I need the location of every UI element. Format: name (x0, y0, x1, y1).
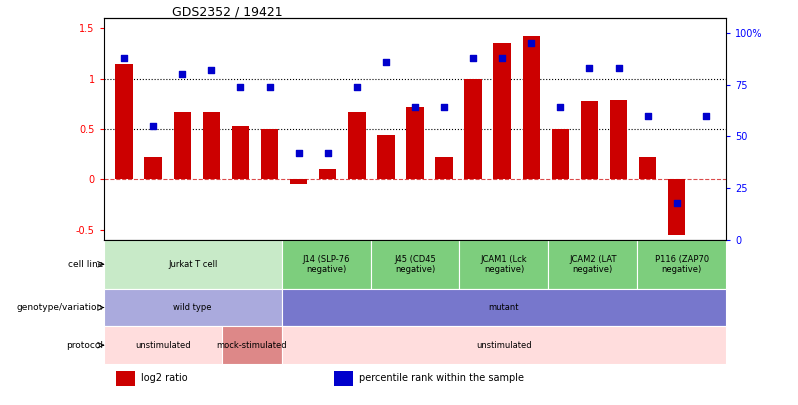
Text: JCAM1 (Lck
negative): JCAM1 (Lck negative) (480, 255, 527, 274)
Text: percentile rank within the sample: percentile rank within the sample (359, 373, 524, 384)
Bar (406, 107, 424, 179)
Point (496, 54, 508, 61)
Text: genotype/variation: genotype/variation (17, 303, 103, 312)
Text: cell line: cell line (68, 260, 103, 269)
Bar (551, 129, 569, 179)
Text: wild type: wild type (173, 303, 212, 312)
Text: unstimulated: unstimulated (476, 341, 531, 350)
Bar (203, 112, 220, 179)
Bar (370, 240, 460, 289)
Bar (116, 64, 132, 179)
Bar (282, 240, 370, 289)
Bar (581, 101, 598, 179)
Bar (104, 326, 223, 364)
Point (380, 58, 393, 65)
Point (263, 83, 276, 90)
Bar (493, 43, 511, 179)
Text: mutant: mutant (488, 303, 519, 312)
Bar (460, 240, 548, 289)
Bar (639, 157, 657, 179)
Point (234, 83, 247, 90)
Point (205, 67, 218, 73)
Text: mock-stimulated: mock-stimulated (216, 341, 287, 350)
Point (409, 104, 421, 111)
Text: Jurkat T cell: Jurkat T cell (168, 260, 217, 269)
Point (642, 112, 654, 119)
Bar (290, 179, 307, 185)
Bar (104, 240, 282, 289)
Point (176, 71, 188, 77)
Point (670, 199, 683, 206)
Bar (231, 126, 249, 179)
Bar (638, 240, 726, 289)
Bar (144, 157, 162, 179)
Bar (334, 371, 353, 386)
Bar (223, 326, 282, 364)
Text: J45 (CD45
negative): J45 (CD45 negative) (394, 255, 436, 274)
Bar (173, 112, 191, 179)
Bar (377, 135, 394, 179)
Point (699, 112, 712, 119)
Bar (436, 157, 452, 179)
Point (292, 149, 305, 156)
Bar (523, 36, 540, 179)
Bar (548, 240, 638, 289)
Point (554, 104, 567, 111)
Bar (319, 169, 337, 179)
Bar (668, 179, 685, 235)
Point (612, 65, 625, 71)
Bar (282, 289, 726, 326)
Text: protocol: protocol (66, 341, 103, 350)
Text: unstimulated: unstimulated (135, 341, 191, 350)
Bar (610, 100, 627, 179)
Point (350, 83, 363, 90)
Point (322, 149, 334, 156)
Point (467, 54, 480, 61)
Bar (464, 79, 482, 179)
Bar (348, 112, 365, 179)
Bar (117, 371, 135, 386)
Point (147, 123, 160, 129)
Text: GDS2352 / 19421: GDS2352 / 19421 (172, 5, 282, 18)
Bar (104, 289, 282, 326)
Text: P116 (ZAP70
negative): P116 (ZAP70 negative) (654, 255, 709, 274)
Text: JCAM2 (LAT
negative): JCAM2 (LAT negative) (569, 255, 617, 274)
Point (118, 54, 131, 61)
Point (525, 40, 538, 46)
Text: J14 (SLP-76
negative): J14 (SLP-76 negative) (302, 255, 350, 274)
Bar (282, 326, 726, 364)
Point (583, 65, 596, 71)
Text: log2 ratio: log2 ratio (141, 373, 188, 384)
Point (437, 104, 450, 111)
Bar (261, 129, 279, 179)
